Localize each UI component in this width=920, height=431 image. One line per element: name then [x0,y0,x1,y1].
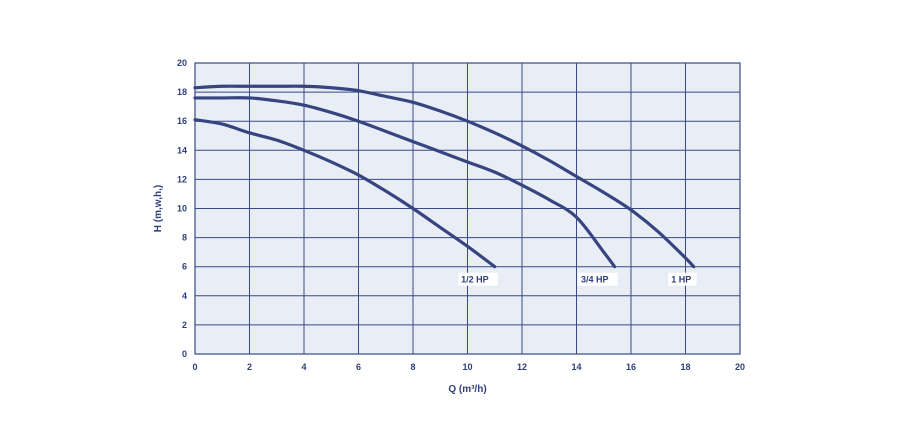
series-line-1 [193,96,617,269]
y-tick-label: 12 [177,174,187,184]
x-tick-label: 16 [626,362,636,372]
y-tick-label: 10 [177,204,187,214]
y-tick-label: 0 [182,349,187,359]
x-tick-label: 0 [192,362,197,372]
x-tick-labels: 0 2 4 6 8 10 12 14 16 18 20 [192,362,745,372]
x-axis-label: Q (m³/h) [448,384,486,395]
x-tick-label: 2 [247,362,252,372]
grid-lines [194,62,741,355]
y-tick-label: 16 [177,116,187,126]
x-tick-label: 12 [517,362,527,372]
y-tick-label: 18 [177,87,187,97]
y-axis-label: H (m,w,h,) [153,185,164,232]
series-label-box-0 [458,272,498,286]
x-tick-label: 10 [462,362,472,372]
y-tick-label: 20 [177,58,187,68]
x-tick-label: 14 [571,362,581,372]
y-tick-label: 4 [182,291,187,301]
series-line-0 [193,118,497,269]
y-tick-label: 6 [182,262,187,272]
series-label-0: 1/2 HP [461,275,489,285]
x-tick-label: 8 [410,362,415,372]
series-line-2 [193,84,696,269]
y-tick-label: 2 [182,320,187,330]
series-label-box-2 [668,272,697,286]
x-tick-label: 18 [680,362,690,372]
y-tick-label: 14 [177,145,187,155]
x-tick-label: 6 [356,362,361,372]
curves [193,84,696,269]
x-tick-label: 4 [301,362,306,372]
curve-labels: 1/2 HP 3/4 HP 1 HP [458,272,697,286]
y-tick-labels: 0 2 4 6 8 10 12 14 16 18 20 [177,58,187,359]
series-label-1: 3/4 HP [581,275,609,285]
y-tick-label: 8 [182,233,187,243]
series-label-box-1 [578,272,618,286]
series-label-2: 1 HP [671,275,691,285]
x-tick-label: 20 [735,362,745,372]
